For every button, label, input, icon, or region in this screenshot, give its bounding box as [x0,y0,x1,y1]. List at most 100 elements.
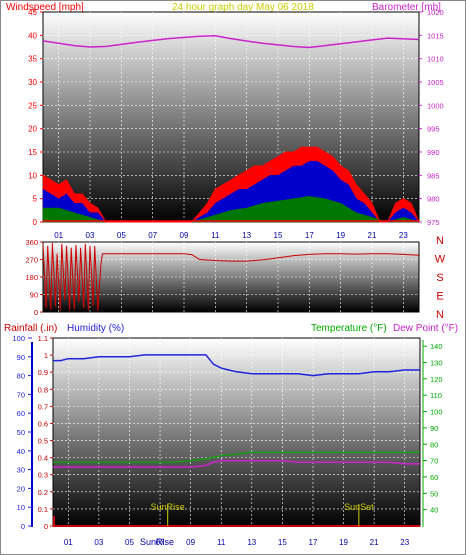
temperature-tick-label: 110 [430,391,442,400]
direction-tick-label: 90 [30,291,38,300]
hour-tick-label: 07 [156,538,165,547]
humidity-title: Humidity (%) [67,323,124,334]
hour-tick-label: 07 [148,231,157,240]
hour-tick-label: 01 [64,538,73,547]
rainfall-tick-label: 0.8 [38,385,48,394]
barometer-tick-label: 995 [427,125,440,134]
hour-tick-label: 03 [94,538,103,547]
panel3-hour-axis: 01 03 05 07 09 11 13 15 17 19 21 23 [64,538,410,547]
windspeed-tick-label: 45 [28,8,37,17]
rainfall-tick-label: 0.6 [38,419,48,428]
dew-title: Dew Point (°F) [393,323,458,334]
windspeed-tick-label: 15 [28,148,37,157]
panel1-grid [43,12,419,222]
hour-tick-label: 09 [180,231,189,240]
compass-label: S [436,272,443,284]
direction-axis: 0 90 180 270 360 [25,238,43,317]
humidity-tick-label: 10 [17,503,25,512]
hour-tick-label: 03 [86,231,95,240]
rain-humidity-temp-panel: 0 0.1 0.2 0.3 0.4 0.5 0.6 0.7 0.8 0.9 1 1.1 0 10 20 30… [12,334,442,531]
sun-marker-label: SunSet [344,502,374,512]
rainfall-tick-label: 0.5 [38,437,48,446]
windspeed-tick-label: 5 [33,195,38,204]
humidity-line [53,354,420,377]
rainfall-tick-label: 0.2 [38,488,48,497]
temp-title: Temperature (°F) [311,323,387,334]
compass-label: N [436,309,444,321]
rain-title: Rainfall (.in) [4,323,57,334]
temperature-tick-label: 80 [430,440,438,449]
compass-label: N [436,235,444,247]
hour-tick-label: 09 [186,538,195,547]
humidity-tick-label: 40 [17,447,25,456]
hour-tick-label: 19 [336,231,345,240]
rainfall-tick-label: 0.3 [38,471,48,480]
wind-title: Windspeed [mph] [6,2,84,13]
hour-tick-label: 17 [309,538,318,547]
temperature-tick-label: 50 [430,489,438,498]
barometer-tick-label: 1010 [427,55,444,64]
humidity-tick-label: 80 [17,372,25,381]
hour-tick-label: 15 [278,538,287,547]
windspeed-tick-label: 10 [28,171,37,180]
panel2-grid [43,242,419,312]
temperature-tick-label: 70 [430,457,438,466]
sun-markers: SunRise SunSet [151,502,374,526]
hour-tick-label: 05 [125,538,134,547]
windspeed-tick-label: 35 [28,55,37,64]
windspeed-tick-label: 20 [28,125,37,134]
humidity-tick-label: 0 [21,522,25,531]
average-wind-area [42,196,420,223]
temperature-tick-label: 40 [430,506,438,515]
humidity-tick-label: 100 [12,334,25,343]
rainfall-axis: 0 0.1 0.2 0.3 0.4 0.5 0.6 0.7 0.8 0.9 1 1.1 [38,334,53,531]
direction-tick-label: 180 [25,273,38,282]
barometer-axis: 975 980 985 990 995 1000 1005 1010 1015 1020 [419,8,444,227]
windspeed-tick-label: 25 [28,101,37,110]
baro-title: Barometer [mb] [372,2,441,13]
hour-tick-label: 01 [54,231,63,240]
windspeed-tick-label: 0 [33,218,38,227]
humidity-tick-label: 20 [17,484,25,493]
barometer-line [42,35,420,49]
temperature-axis: 40 50 60 70 80 90 100 110 120 130 140 [423,342,443,515]
hour-tick-label: 05 [117,231,126,240]
windspeed-tick-label: 30 [28,78,37,87]
hour-tick-label: 21 [368,231,377,240]
hour-tick-label: 19 [339,538,348,547]
windspeed-tick-label: 40 [28,31,37,40]
panel1-series [42,35,420,223]
hour-tick-label: 15 [274,231,283,240]
temperature-line [53,451,420,463]
panel1-hour-axis: 01 03 05 07 09 11 13 15 17 19 21 23 [54,231,408,240]
compass-label: W [435,254,446,266]
barometer-tick-label: 1000 [427,101,444,110]
gust-line [42,146,420,223]
graph-title: 24 hour graph day May 06 2018 [172,2,314,13]
barometer-tick-label: 1020 [427,8,444,17]
dewpoint-line [53,459,420,468]
temperature-tick-label: 120 [430,375,443,384]
hour-tick-label: 23 [399,231,408,240]
panel3-plot [52,337,421,527]
temperature-tick-label: 60 [430,473,438,482]
humidity-tick-label: 30 [17,466,25,475]
rainfall-tick-label: 1.1 [38,334,48,343]
hour-tick-label: 17 [305,231,314,240]
temperature-tick-label: 140 [430,342,443,351]
humidity-tick-label: 90 [17,353,25,362]
rainfall-tick-label: 0.7 [38,402,48,411]
rainfall-tick-label: 0 [44,522,48,531]
hour-tick-label: 13 [247,538,256,547]
panel3-grid [53,338,420,526]
hour-tick-label: 21 [370,538,379,547]
barometer-tick-label: 985 [427,171,440,180]
direction-tick-label: 0 [34,308,38,317]
panel2-series [42,242,420,312]
hour-tick-label: 23 [400,538,409,547]
barometer-tick-label: 975 [427,218,440,227]
sunrise-axis-text: SunRise [140,537,174,547]
sun-marker-label: SunRise [151,502,185,512]
